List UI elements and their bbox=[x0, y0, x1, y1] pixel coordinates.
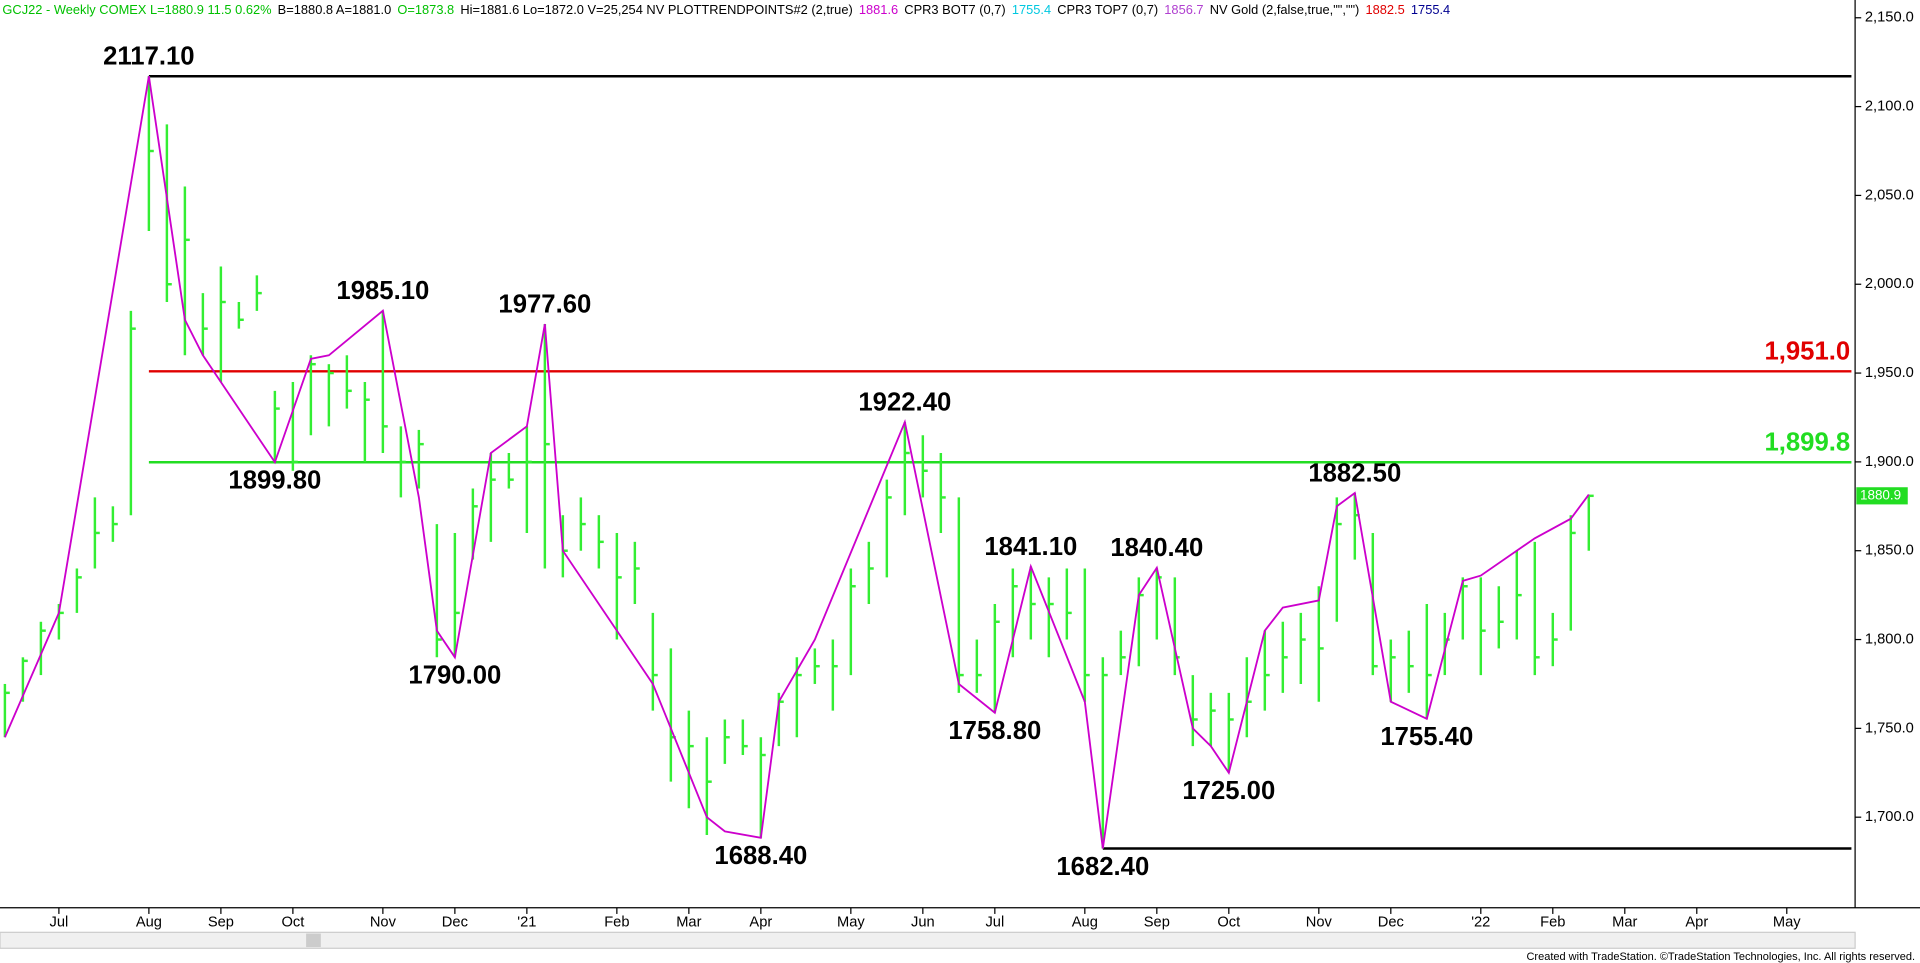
x-tick-label: Nov bbox=[1306, 914, 1333, 930]
header-segment: 1856.7 bbox=[1164, 2, 1203, 17]
level-label: 1,899.8 bbox=[1764, 429, 1850, 457]
pivot-label: 1841.10 bbox=[984, 533, 1077, 561]
x-tick-label: May bbox=[837, 914, 865, 930]
pivot-label: 1682.40 bbox=[1056, 853, 1149, 881]
last-price-label: 1880.9 bbox=[1860, 487, 1901, 502]
y-tick-label: 1,800.0 bbox=[1865, 631, 1914, 647]
x-tick-label: Apr bbox=[1685, 914, 1708, 930]
x-tick-label: '21 bbox=[517, 914, 536, 930]
x-tick-label: Apr bbox=[749, 914, 772, 930]
x-tick-label: Oct bbox=[1217, 914, 1240, 930]
header-segment: 1755.4 bbox=[1411, 2, 1450, 17]
pivot-label: 1882.50 bbox=[1308, 459, 1401, 487]
x-tick-label: '22 bbox=[1471, 914, 1490, 930]
x-tick-label: Dec bbox=[442, 914, 468, 930]
pivot-label: 1758.80 bbox=[948, 717, 1041, 745]
x-tick-label: Nov bbox=[370, 914, 397, 930]
pivot-label: 1922.40 bbox=[858, 388, 951, 416]
x-tick-label: Aug bbox=[136, 914, 162, 930]
x-tick-label: Mar bbox=[676, 914, 701, 930]
x-tick-label: Oct bbox=[281, 914, 304, 930]
footer: Created with TradeStation. ©TradeStation… bbox=[1526, 951, 1915, 963]
header-segment: CPR3 TOP7 (0,7) bbox=[1057, 2, 1158, 17]
header: GCJ22 - Weekly COMEX L=1880.9 11.5 0.62%… bbox=[2, 2, 1450, 17]
x-tick-label: Aug bbox=[1072, 914, 1098, 930]
header-segment: 1881.6 bbox=[859, 2, 898, 17]
y-tick-label: 1,850.0 bbox=[1865, 543, 1914, 559]
x-tick-label: Jul bbox=[985, 914, 1004, 930]
y-tick-label: 1,950.0 bbox=[1865, 365, 1914, 381]
header-segment: GCJ22 - Weekly COMEX L=1880.9 11.5 0.62% bbox=[2, 2, 271, 17]
pivot-label: 1985.10 bbox=[336, 277, 429, 305]
level-label: 1,951.0 bbox=[1764, 338, 1850, 366]
pivot-label: 1790.00 bbox=[408, 662, 501, 690]
y-tick-label: 2,050.0 bbox=[1865, 187, 1914, 203]
x-tick-label: May bbox=[1773, 914, 1801, 930]
header-segment: B=1880.8 A=1881.0 bbox=[278, 2, 392, 17]
pivot-label: 1755.40 bbox=[1380, 723, 1473, 751]
y-tick-label: 2,100.0 bbox=[1865, 98, 1914, 114]
x-tick-label: Feb bbox=[604, 914, 629, 930]
pivot-label: 2117.10 bbox=[103, 43, 194, 71]
pivot-label: 1899.80 bbox=[228, 467, 321, 495]
header-segment: O=1873.8 bbox=[397, 2, 454, 17]
scrollbar[interactable] bbox=[0, 931, 1856, 949]
x-tick-label: Sep bbox=[1144, 914, 1170, 930]
scrollbar-thumb[interactable] bbox=[306, 933, 321, 948]
header-segment: Hi=1881.6 Lo=1872.0 V=25,254 NV PLOTTREN… bbox=[460, 2, 852, 17]
x-tick-label: Jul bbox=[50, 914, 69, 930]
x-tick-label: Mar bbox=[1612, 914, 1637, 930]
x-tick-label: Feb bbox=[1540, 914, 1565, 930]
y-tick-label: 2,150.0 bbox=[1865, 10, 1914, 26]
header-segment: 1755.4 bbox=[1012, 2, 1051, 17]
y-tick-label: 2,000.0 bbox=[1865, 276, 1914, 292]
header-segment: 1882.5 bbox=[1365, 2, 1404, 17]
header-segment: CPR3 BOT7 (0,7) bbox=[904, 2, 1005, 17]
header-segment: NV Gold (2,false,true,"","") bbox=[1210, 2, 1360, 17]
pivot-label: 1688.40 bbox=[714, 842, 807, 870]
last-price-tag bbox=[1856, 487, 1908, 505]
x-tick-label: Jun bbox=[911, 914, 935, 930]
y-tick-label: 1,750.0 bbox=[1865, 720, 1914, 736]
x-tick-label: Sep bbox=[208, 914, 234, 930]
y-tick-label: 1,700.0 bbox=[1865, 809, 1914, 825]
y-tick-label: 1,900.0 bbox=[1865, 454, 1914, 470]
pivot-label: 1840.40 bbox=[1110, 534, 1203, 562]
trend-line bbox=[4, 76, 1590, 849]
pivot-label: 1725.00 bbox=[1182, 777, 1275, 805]
x-tick-label: Dec bbox=[1378, 914, 1404, 930]
pivot-label: 1977.60 bbox=[498, 290, 591, 318]
